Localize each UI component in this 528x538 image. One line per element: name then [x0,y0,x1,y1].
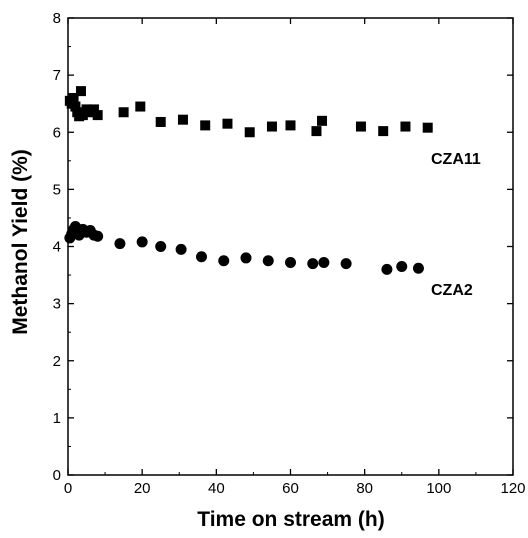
y-tick-label: 7 [53,67,61,84]
x-tick-label: 100 [426,480,451,497]
data-point-square [92,110,103,121]
plot-border [67,17,514,476]
series-label-cza2: CZA2 [431,282,473,299]
plot-frame [67,17,514,476]
y-tick-label: 3 [53,296,61,313]
x-tick-label: 80 [356,480,373,497]
x-tick-label: 0 [64,480,72,497]
y-tick-label: 8 [53,10,61,27]
data-point-square [244,127,255,138]
x-axis-ticks: 0 20 40 60 80 100 120 [64,18,526,497]
data-point-circle [175,243,187,255]
data-point-circle [136,236,148,248]
data-point-circle [381,263,393,275]
data-point-circle [114,238,126,250]
data-point-square [355,121,366,132]
data-point-square [378,126,389,137]
data-point-square [422,122,433,133]
series-cza11 [64,86,433,138]
data-point-circle [262,255,274,267]
data-point-circle [196,251,207,263]
x-axis-title: Time on stream (h) [197,508,384,531]
y-axis-title: Methanol Yield (%) [9,149,32,335]
series-label-cza11: CZA11 [431,151,481,168]
y-tick-label: 1 [53,410,61,427]
x-tick-label: 60 [282,480,299,497]
data-point-circle [307,258,319,270]
data-point-circle [396,260,408,272]
y-tick-label: 2 [53,353,61,370]
x-tick-label: 40 [208,480,225,497]
series-cza2 [64,221,424,275]
data-point-square [155,116,166,127]
data-point-circle [412,262,424,274]
data-point-square [317,115,328,126]
data-point-square [135,101,146,112]
data-point-square [200,120,211,131]
data-point-square [77,110,88,121]
x-tick-label: 120 [500,480,525,497]
data-point-circle [155,241,167,252]
y-tick-label: 5 [53,181,61,198]
data-point-square [266,121,277,132]
y-axis-ticks: 0 1 2 3 4 5 6 7 8 [53,10,513,484]
data-point-circle [240,252,252,264]
y-tick-label: 4 [53,239,61,256]
y-tick-label: 6 [53,124,61,141]
data-point-square [285,120,296,131]
series-layer [64,86,433,275]
data-point-circle [92,230,104,242]
data-point-circle [218,255,230,267]
data-point-square [75,86,86,97]
data-point-square [222,118,233,129]
y-tick-label: 0 [53,467,61,484]
data-point-circle [340,258,352,270]
data-point-square [311,126,322,137]
data-point-square [177,114,188,125]
data-point-square [400,121,411,132]
data-point-circle [285,256,296,268]
x-tick-label: 20 [134,480,151,497]
data-point-square [88,104,99,115]
data-point-square [118,107,129,118]
data-point-circle [318,256,330,268]
data-point-square [70,101,81,112]
data-point-square [68,92,79,103]
